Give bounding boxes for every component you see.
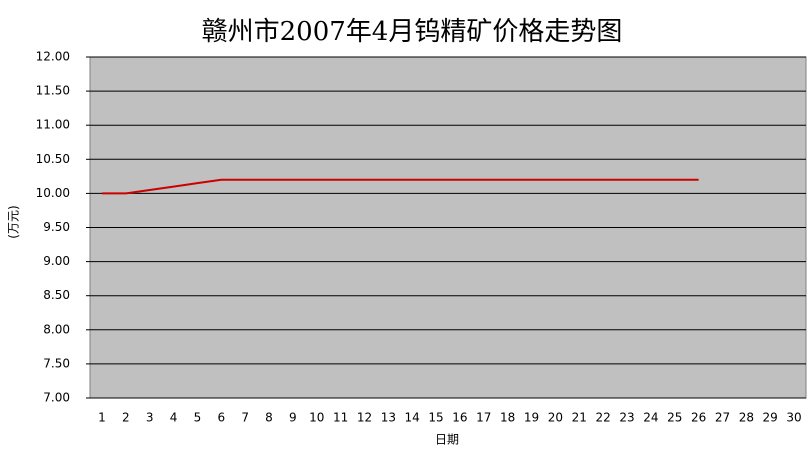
y-tick-label: 8.00 — [43, 322, 70, 336]
y-axis-label: (万元) — [7, 205, 21, 238]
x-tick-label: 16 — [452, 411, 467, 425]
x-tick-label: 3 — [146, 411, 154, 425]
y-tick-label: 7.50 — [43, 356, 70, 370]
x-tick-label: 30 — [786, 411, 801, 425]
y-tick-label: 8.50 — [43, 288, 70, 302]
x-tick-label: 29 — [763, 411, 778, 425]
x-tick-label: 11 — [333, 411, 348, 425]
y-tick-label: 11.00 — [36, 118, 70, 132]
x-tick-label: 6 — [217, 411, 225, 425]
x-tick-label: 28 — [739, 411, 754, 425]
y-tick-label: 9.50 — [43, 220, 70, 234]
x-tick-label: 7 — [241, 411, 249, 425]
y-tick-label: 10.50 — [36, 152, 70, 166]
data-line — [101, 178, 699, 195]
x-tick-label: 14 — [405, 411, 420, 425]
x-tick-label: 25 — [667, 411, 682, 425]
x-tick-label: 24 — [643, 411, 658, 425]
x-tick-label: 22 — [595, 411, 610, 425]
x-tick-label: 15 — [428, 411, 443, 425]
x-tick-label: 18 — [500, 411, 515, 425]
x-tick-label: 12 — [357, 411, 372, 425]
x-tick-label: 20 — [548, 411, 563, 425]
x-tick-label: 9 — [289, 411, 297, 425]
y-tick-label: 7.00 — [43, 391, 70, 405]
x-tick-label: 4 — [170, 411, 178, 425]
x-tick-label: 23 — [619, 411, 634, 425]
x-axis-label: 日期 — [435, 433, 459, 447]
y-tick-label: 9.00 — [43, 254, 70, 268]
x-tick-label: 10 — [309, 411, 324, 425]
x-tick-label: 1 — [98, 411, 106, 425]
x-tick-label: 17 — [476, 411, 491, 425]
x-tick-label: 21 — [572, 411, 587, 425]
y-tick-label: 10.00 — [36, 186, 70, 200]
x-tick-label: 8 — [265, 411, 273, 425]
x-tick-label: 2 — [122, 411, 130, 425]
x-tick-label: 27 — [715, 411, 730, 425]
x-tick-label: 5 — [194, 411, 202, 425]
y-tick-label: 11.50 — [36, 84, 70, 98]
x-tick-label: 13 — [381, 411, 396, 425]
y-tick-label: 12.00 — [36, 50, 70, 64]
chart-title: 赣州市2007年4月钨精矿价格走势图 — [202, 17, 623, 47]
x-tick-label: 19 — [524, 411, 539, 425]
x-tick-label: 26 — [691, 411, 706, 425]
